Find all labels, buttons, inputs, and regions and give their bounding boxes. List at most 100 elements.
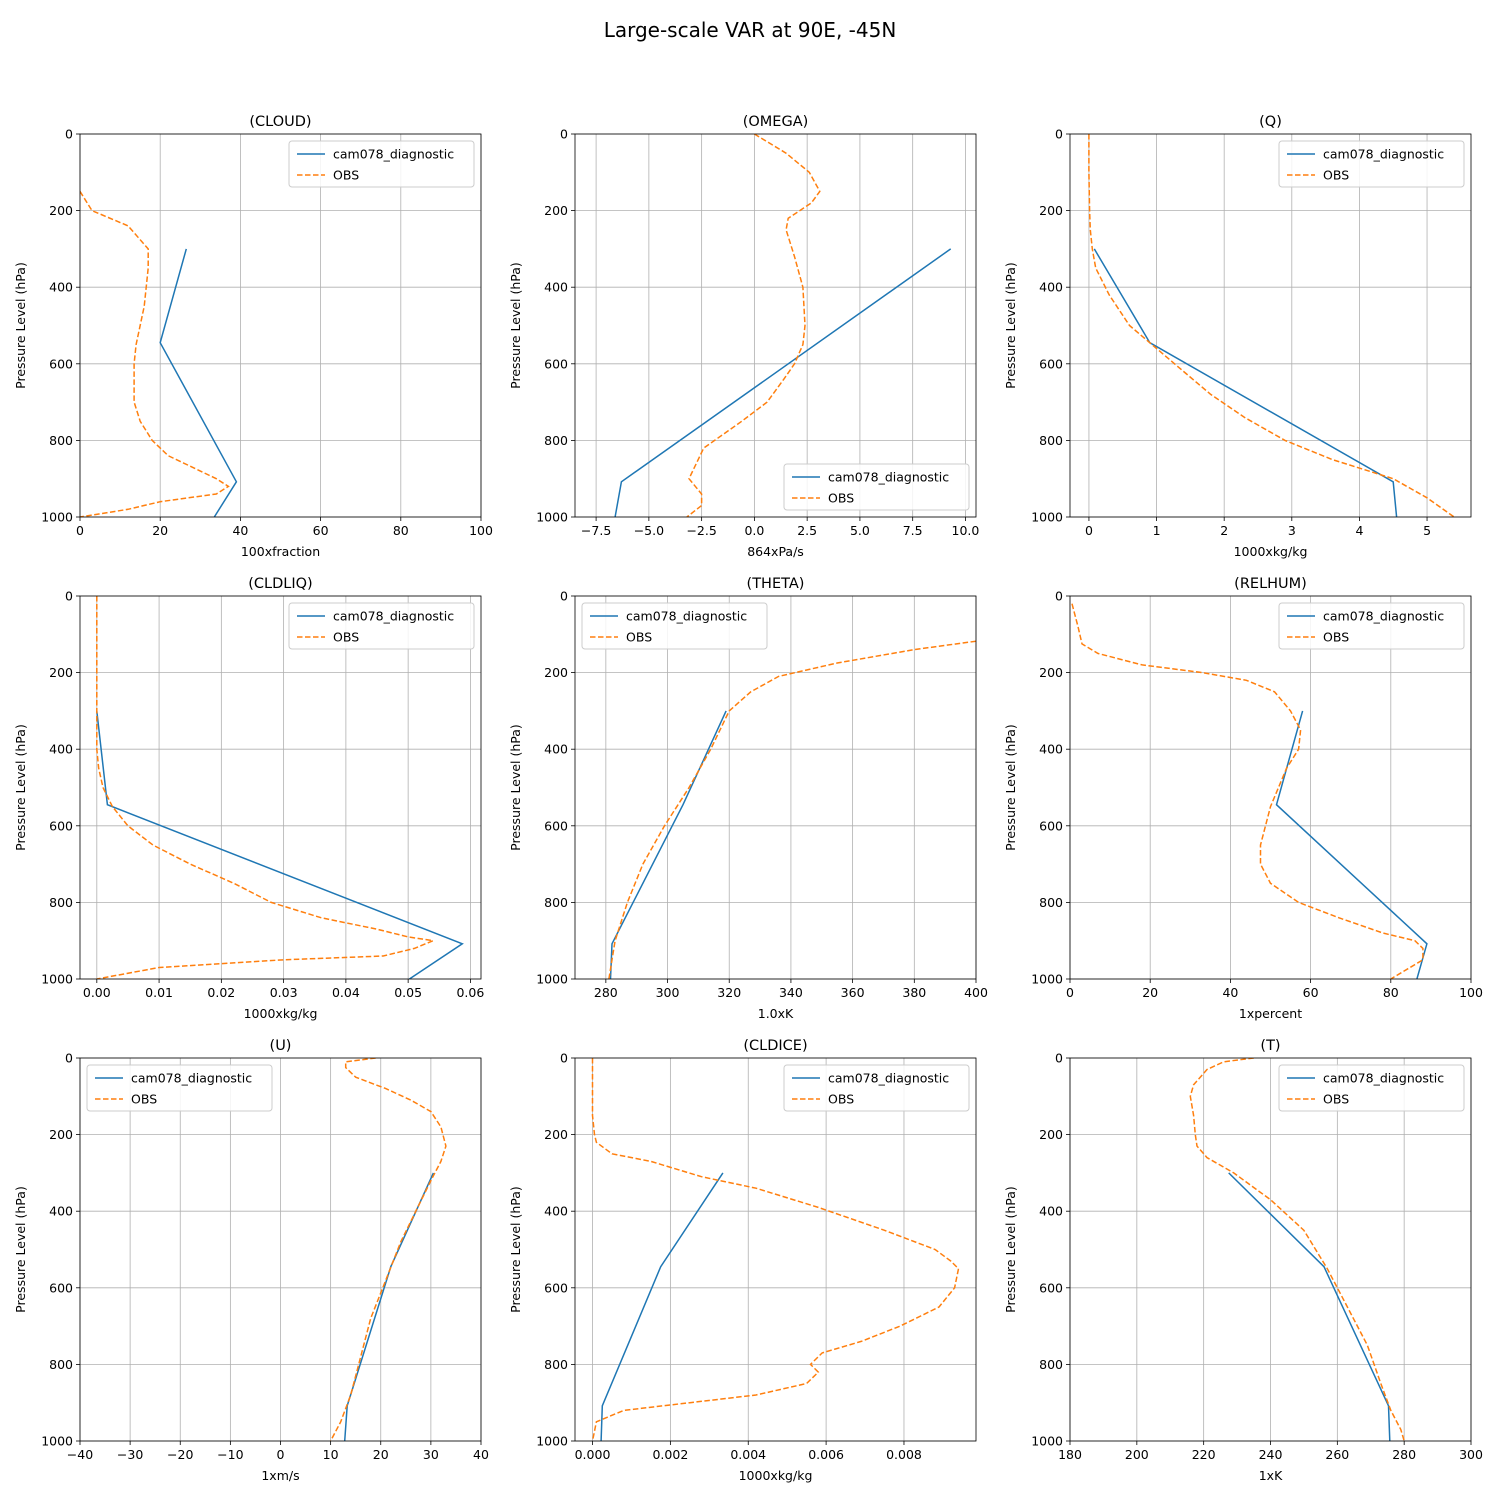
x-tick-label: 0.008 [886,1447,922,1462]
x-tick-label: −30 [117,1447,143,1462]
x-tick-label: 60 [313,523,329,538]
x-axis-label: 1000xkg/kg [1234,544,1308,559]
y-tick-label: 800 [49,895,73,910]
x-tick-label: 0.004 [730,1447,766,1462]
x-tick-label: 2.5 [797,523,817,538]
x-tick-label: 1 [1153,523,1161,538]
y-axis-label: Pressure Level (hPa) [508,262,523,389]
y-axis-label: Pressure Level (hPa) [1003,262,1018,389]
chart-panel: 0 20 40 60 80 10002004006008001000(CLOUD)100x… [13,114,493,559]
series-line-obs [1088,134,1455,517]
x-axis-label: 1xK [1259,1468,1283,1483]
x-tick-label: 0.06 [456,985,484,1000]
x-tick-label: 60 [1303,985,1319,1000]
legend-box [1278,1064,1465,1112]
legend-label: cam078_diagnostic [1323,147,1444,162]
x-tick-label: 240 [1259,1447,1283,1462]
y-tick-label: 0 [560,1051,568,1066]
y-tick-label: 600 [1039,1280,1063,1295]
series-line-model [600,1172,724,1441]
x-tick-label: 40 [473,1447,489,1462]
x-tick-label: −20 [167,1447,193,1462]
y-tick-label: 200 [49,665,73,680]
series-line-obs [686,134,821,517]
y-tick-label: 800 [544,433,568,448]
x-tick-label: −40 [67,1447,93,1462]
series-line-model [96,710,464,979]
x-tick-label: 40 [232,523,248,538]
y-axis-label: Pressure Level (hPa) [13,1186,28,1313]
series-line-model [1093,248,1398,517]
y-axis-label: Pressure Level (hPa) [1003,1186,1018,1313]
y-tick-label: 0 [1055,127,1063,142]
x-tick-label: 0 [76,523,84,538]
y-tick-label: 0 [65,589,73,604]
x-tick-label: −7.5 [581,523,611,538]
chart-panel: −40 −30 −20 −10 0 10 20 30 4002004006008001000(U… [13,1038,489,1483]
y-tick-label: 400 [1039,742,1063,757]
y-tick-label: 200 [49,203,73,218]
y-tick-label: 1000 [536,972,568,987]
legend-label: cam078_diagnostic [333,147,454,162]
y-tick-label: 0 [65,127,73,142]
chart-panel: 0 1 2 3 4 5 0 200 400 600 800 1000 (Q) 1000xkg/kg Pres… [1003,114,1472,559]
panel-title: (OMEGA) [743,114,809,130]
series-line-obs [96,596,436,979]
y-tick-label: 200 [1039,203,1063,218]
y-tick-label: 1000 [1031,510,1063,525]
legend-label: cam078_diagnostic [1323,609,1444,624]
axes-frame [79,595,482,980]
y-tick-label: 800 [544,895,568,910]
panel-title: (CLDLIQ) [248,576,312,592]
y-tick-label: 400 [544,1204,568,1219]
x-tick-label: 260 [1325,1447,1349,1462]
y-axis-label: Pressure Level (hPa) [1003,724,1018,851]
y-tick-label: 1000 [536,1434,568,1449]
legend: cam078_diagnostic OBS [783,463,970,511]
chart-panel: 0.00 0.01 0.02 0.03 0.04 0.05 0.06 0 200 400 600 80… [13,576,484,1021]
legend-label: OBS [333,168,359,183]
y-tick-label: 1000 [1031,972,1063,987]
axes-frame [574,133,977,518]
figure-title: Large-scale VAR at 90E, -45N [604,18,897,42]
legend: cam078_diagnostic OBS [581,602,768,650]
x-tick-label: 0.00 [83,985,111,1000]
panel-title: (CLDICE) [743,1038,807,1054]
y-tick-label: 0 [560,127,568,142]
y-tick-label: 800 [1039,433,1063,448]
legend-label: OBS [1323,1092,1349,1107]
series-line-model [159,248,238,517]
x-tick-label: 360 [841,985,865,1000]
axes-frame [1069,133,1472,518]
x-tick-label: 80 [1383,985,1399,1000]
legend-label: OBS [828,491,854,506]
legend-label: cam078_diagnostic [131,1071,252,1086]
y-tick-label: 200 [1039,665,1063,680]
y-tick-label: 0 [65,1051,73,1066]
legend: cam078_diagnostic OBS [783,1064,970,1112]
legend-box [1278,140,1465,188]
y-tick-label: 600 [544,1280,568,1295]
x-tick-label: 380 [902,985,926,1000]
y-tick-label: 400 [49,280,73,295]
x-tick-label: 0 [1085,523,1093,538]
x-tick-label: 0 [1066,985,1074,1000]
x-tick-label: 340 [779,985,803,1000]
series-line-obs [329,1058,447,1441]
y-axis-label: Pressure Level (hPa) [508,724,523,851]
y-tick-label: 400 [49,1204,73,1219]
y-axis-label: Pressure Level (hPa) [508,1186,523,1313]
y-tick-label: 1000 [41,1434,73,1449]
x-tick-label: 0 [277,1447,285,1462]
x-tick-label: 0.000 [575,1447,611,1462]
x-tick-label: 220 [1192,1447,1216,1462]
x-axis-label: 864xPa/s [747,544,804,559]
legend-box [783,1064,970,1112]
legend-label: cam078_diagnostic [333,609,454,624]
x-tick-label: 0.04 [332,985,360,1000]
panel-title: (CLOUD) [249,114,311,130]
x-tick-label: 10.0 [952,523,980,538]
chart-panel: 0 20 40 60 80 10002004006008001000(RELHUM)1xp… [1003,576,1483,1021]
x-tick-label: 7.5 [903,523,923,538]
